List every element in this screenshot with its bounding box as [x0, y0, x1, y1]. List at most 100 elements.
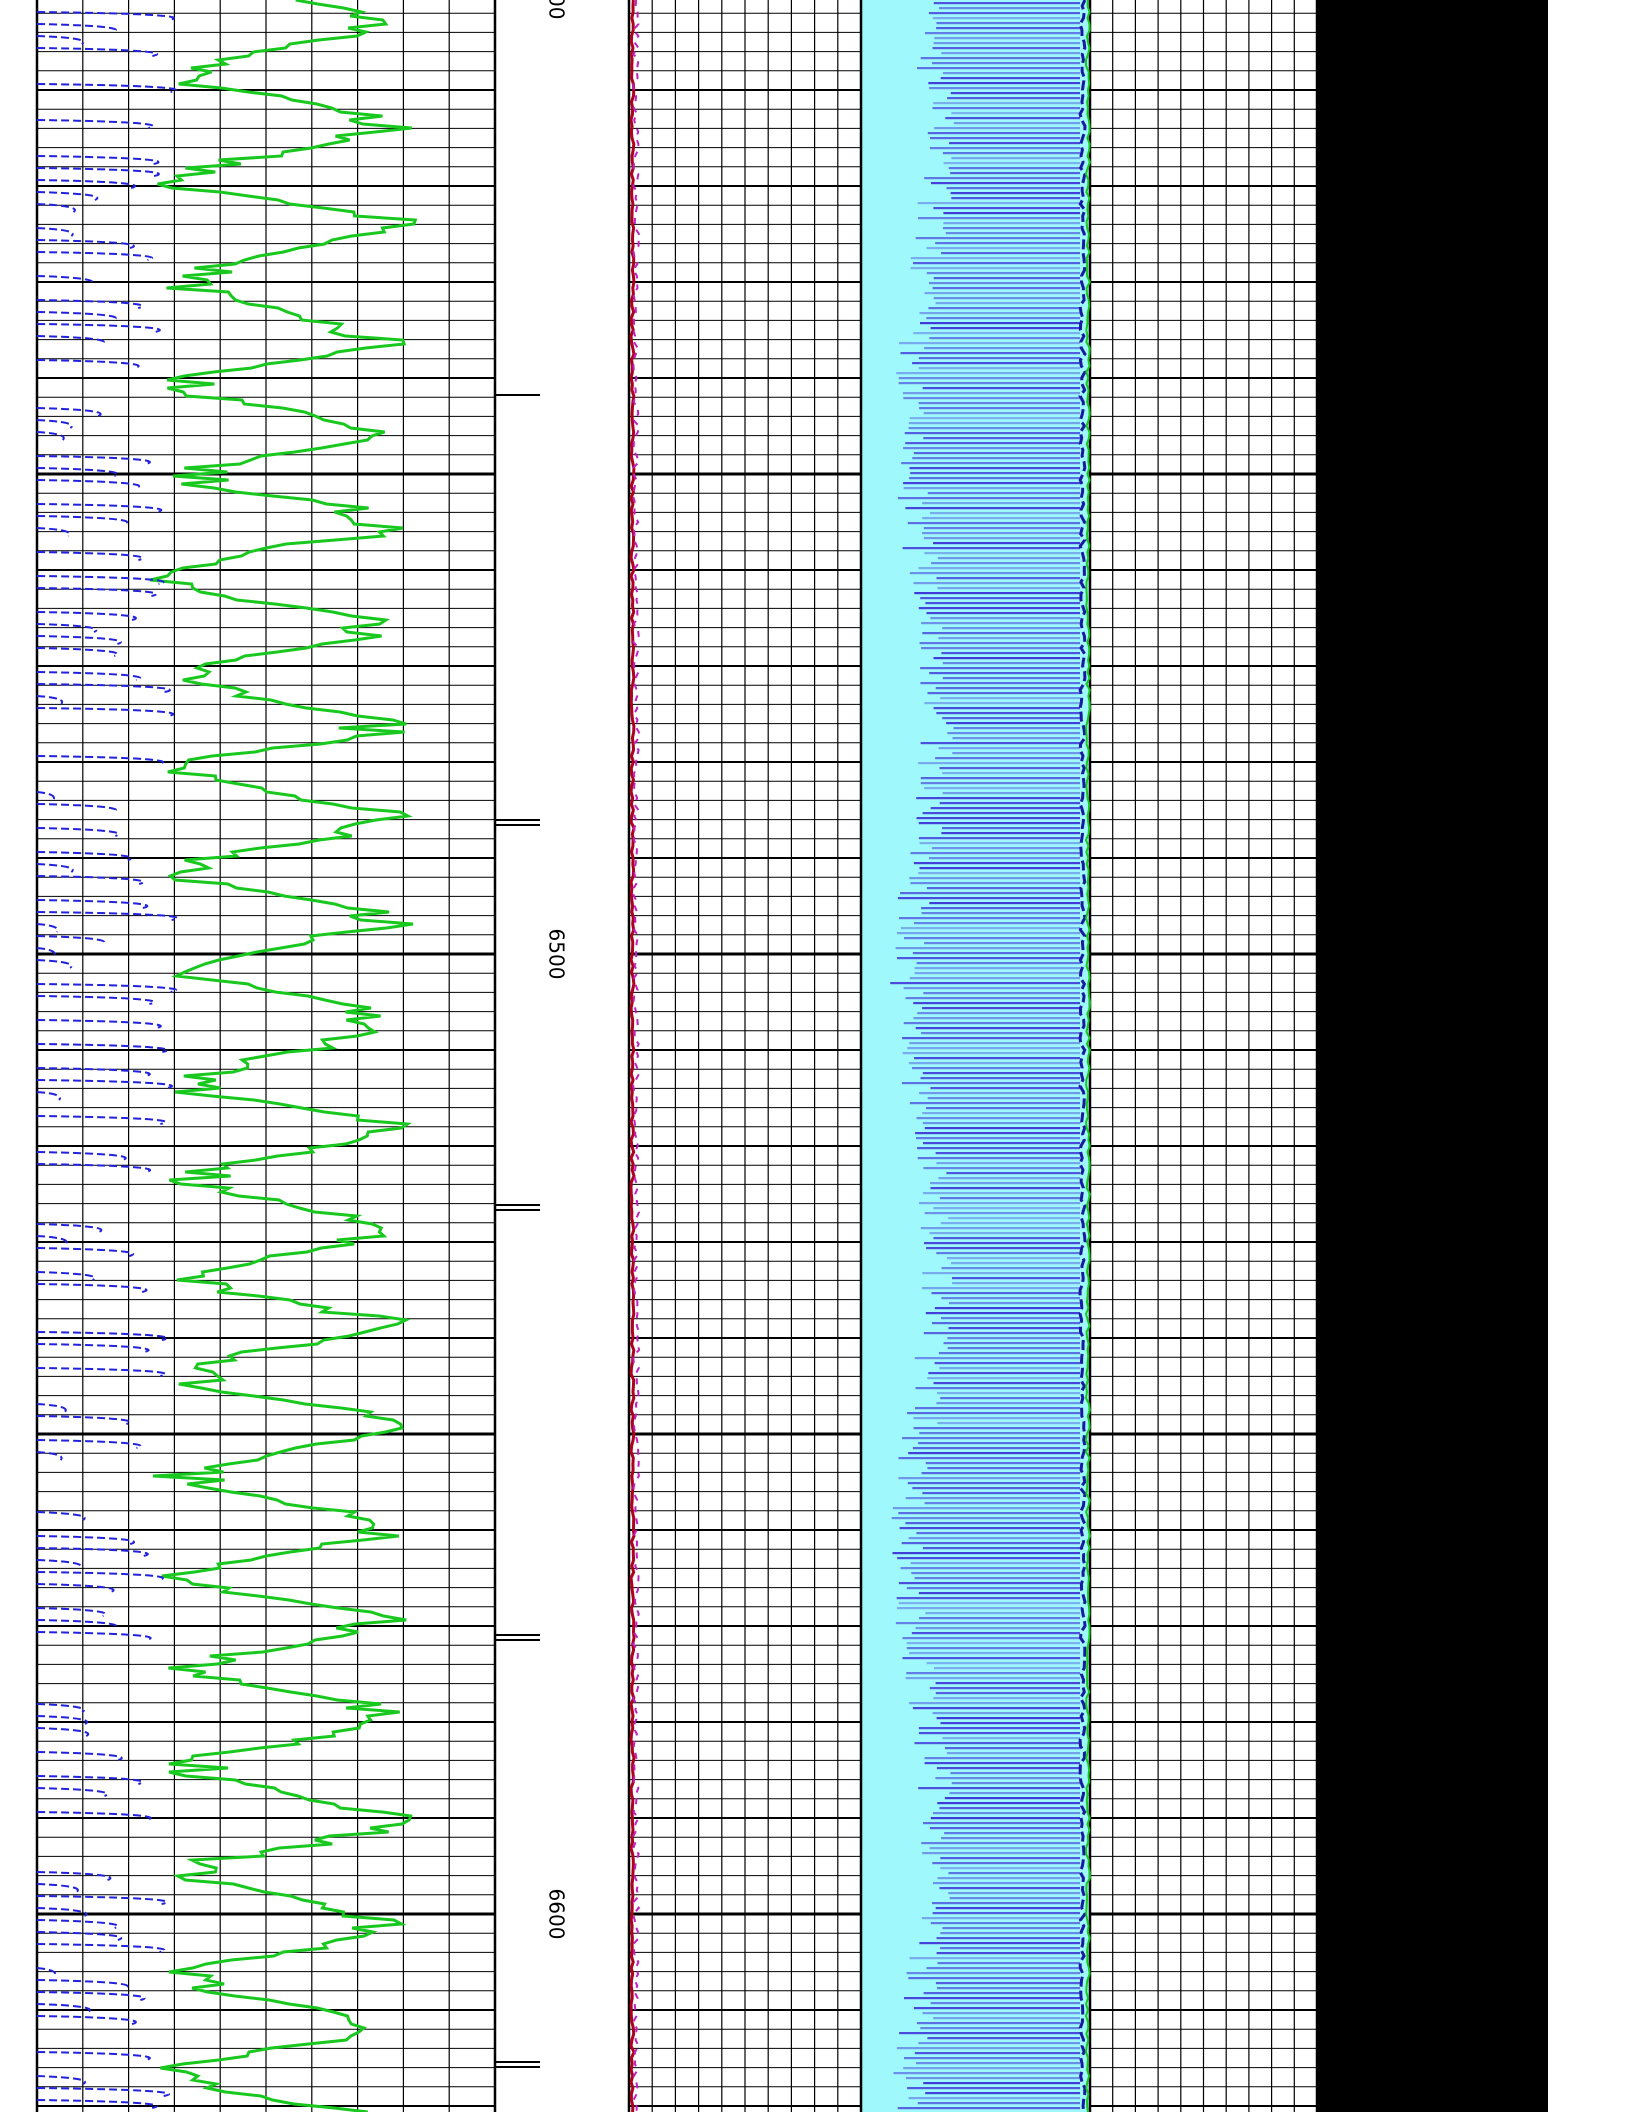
striation: [915, 237, 1080, 240]
striation: [914, 592, 1080, 595]
striation: [929, 1847, 1080, 1850]
blue-curve: [36, 1991, 146, 2001]
striation: [907, 2087, 1080, 2090]
striation: [925, 1312, 1080, 1315]
striation: [906, 1642, 1080, 1645]
striation: [901, 462, 1080, 465]
blue-curve: [36, 155, 160, 165]
blue-curve: [36, 1979, 129, 1989]
striation: [937, 557, 1080, 560]
striation: [942, 627, 1080, 630]
striation: [920, 782, 1080, 785]
striation: [924, 292, 1080, 295]
blue-curve: [36, 2003, 91, 2013]
striation: [923, 992, 1080, 995]
striation: [920, 2027, 1080, 2030]
striation: [922, 632, 1080, 635]
striation: [923, 527, 1080, 530]
striation: [945, 232, 1080, 235]
striation: [914, 1742, 1080, 1745]
striation: [907, 1047, 1080, 1050]
striation: [941, 832, 1080, 835]
striation: [940, 1722, 1080, 1725]
blue-curve: [36, 1043, 169, 1053]
striation: [918, 357, 1080, 360]
striation: [895, 947, 1080, 950]
blue-curve: [36, 311, 117, 321]
striation: [922, 532, 1080, 535]
striation: [916, 1532, 1080, 1535]
striation: [942, 72, 1080, 75]
striation: [922, 812, 1080, 815]
striation: [951, 1782, 1080, 1785]
striation: [924, 787, 1080, 790]
striation: [933, 297, 1080, 300]
striation: [909, 1702, 1080, 1705]
striation: [923, 1822, 1080, 1825]
striation: [897, 1607, 1080, 1610]
blue-curve: [36, 1331, 169, 1341]
striation: [916, 1117, 1080, 1120]
striation: [922, 1272, 1080, 1275]
striation: [917, 1157, 1080, 1160]
striation: [944, 1797, 1080, 1800]
blue-curve: [36, 983, 178, 993]
blue-curve: [36, 1919, 119, 1929]
blue-curve: [36, 419, 73, 429]
striation: [900, 927, 1080, 930]
depth-label: 6600: [545, 1889, 569, 1940]
striation: [939, 1887, 1080, 1890]
blue-curve: [36, 851, 133, 861]
striation: [910, 852, 1080, 855]
striation: [943, 162, 1080, 165]
blue-curve: [36, 1787, 109, 1797]
striation: [951, 197, 1080, 200]
striation: [937, 1802, 1080, 1805]
striation: [918, 872, 1080, 875]
striation: [930, 617, 1080, 620]
striation: [904, 2057, 1080, 2060]
blue-curve: [36, 803, 117, 813]
blue-curve: [36, 119, 155, 129]
striation: [921, 622, 1080, 625]
striation: [924, 1762, 1080, 1765]
blue-curve: [36, 671, 142, 681]
striation: [931, 1292, 1080, 1295]
blue-curve: [36, 83, 178, 93]
striation: [933, 707, 1080, 710]
blue-curve: [36, 47, 159, 57]
striation: [904, 1997, 1080, 2000]
blue-curve: [36, 1439, 142, 1449]
striation: [921, 1472, 1080, 1475]
striation: [925, 32, 1080, 35]
blue-curve: [36, 467, 119, 477]
blue-curve: [36, 647, 119, 657]
striation: [910, 257, 1080, 260]
blue-curve: [36, 551, 144, 561]
striation: [892, 1552, 1080, 1555]
blue-curve: [36, 179, 137, 189]
blue-curve: [36, 1583, 115, 1593]
striation: [926, 887, 1080, 890]
striation: [933, 2017, 1080, 2020]
striation: [927, 1097, 1080, 1100]
blue-curve: [36, 1223, 103, 1233]
striation: [927, 2037, 1080, 2040]
striation: [947, 97, 1080, 100]
striation: [943, 1342, 1080, 1345]
striation: [910, 882, 1080, 885]
striation: [919, 1432, 1080, 1435]
striation: [928, 307, 1080, 310]
striation: [915, 1132, 1080, 1135]
striation: [914, 972, 1080, 975]
blue-curve: [36, 479, 141, 489]
red-curve: [629, 0, 636, 2112]
striation: [908, 422, 1080, 425]
striation: [930, 2002, 1080, 2005]
striation: [897, 2107, 1080, 2110]
blue-curve: [36, 323, 161, 333]
striation: [899, 342, 1080, 345]
striation: [906, 1647, 1080, 1650]
